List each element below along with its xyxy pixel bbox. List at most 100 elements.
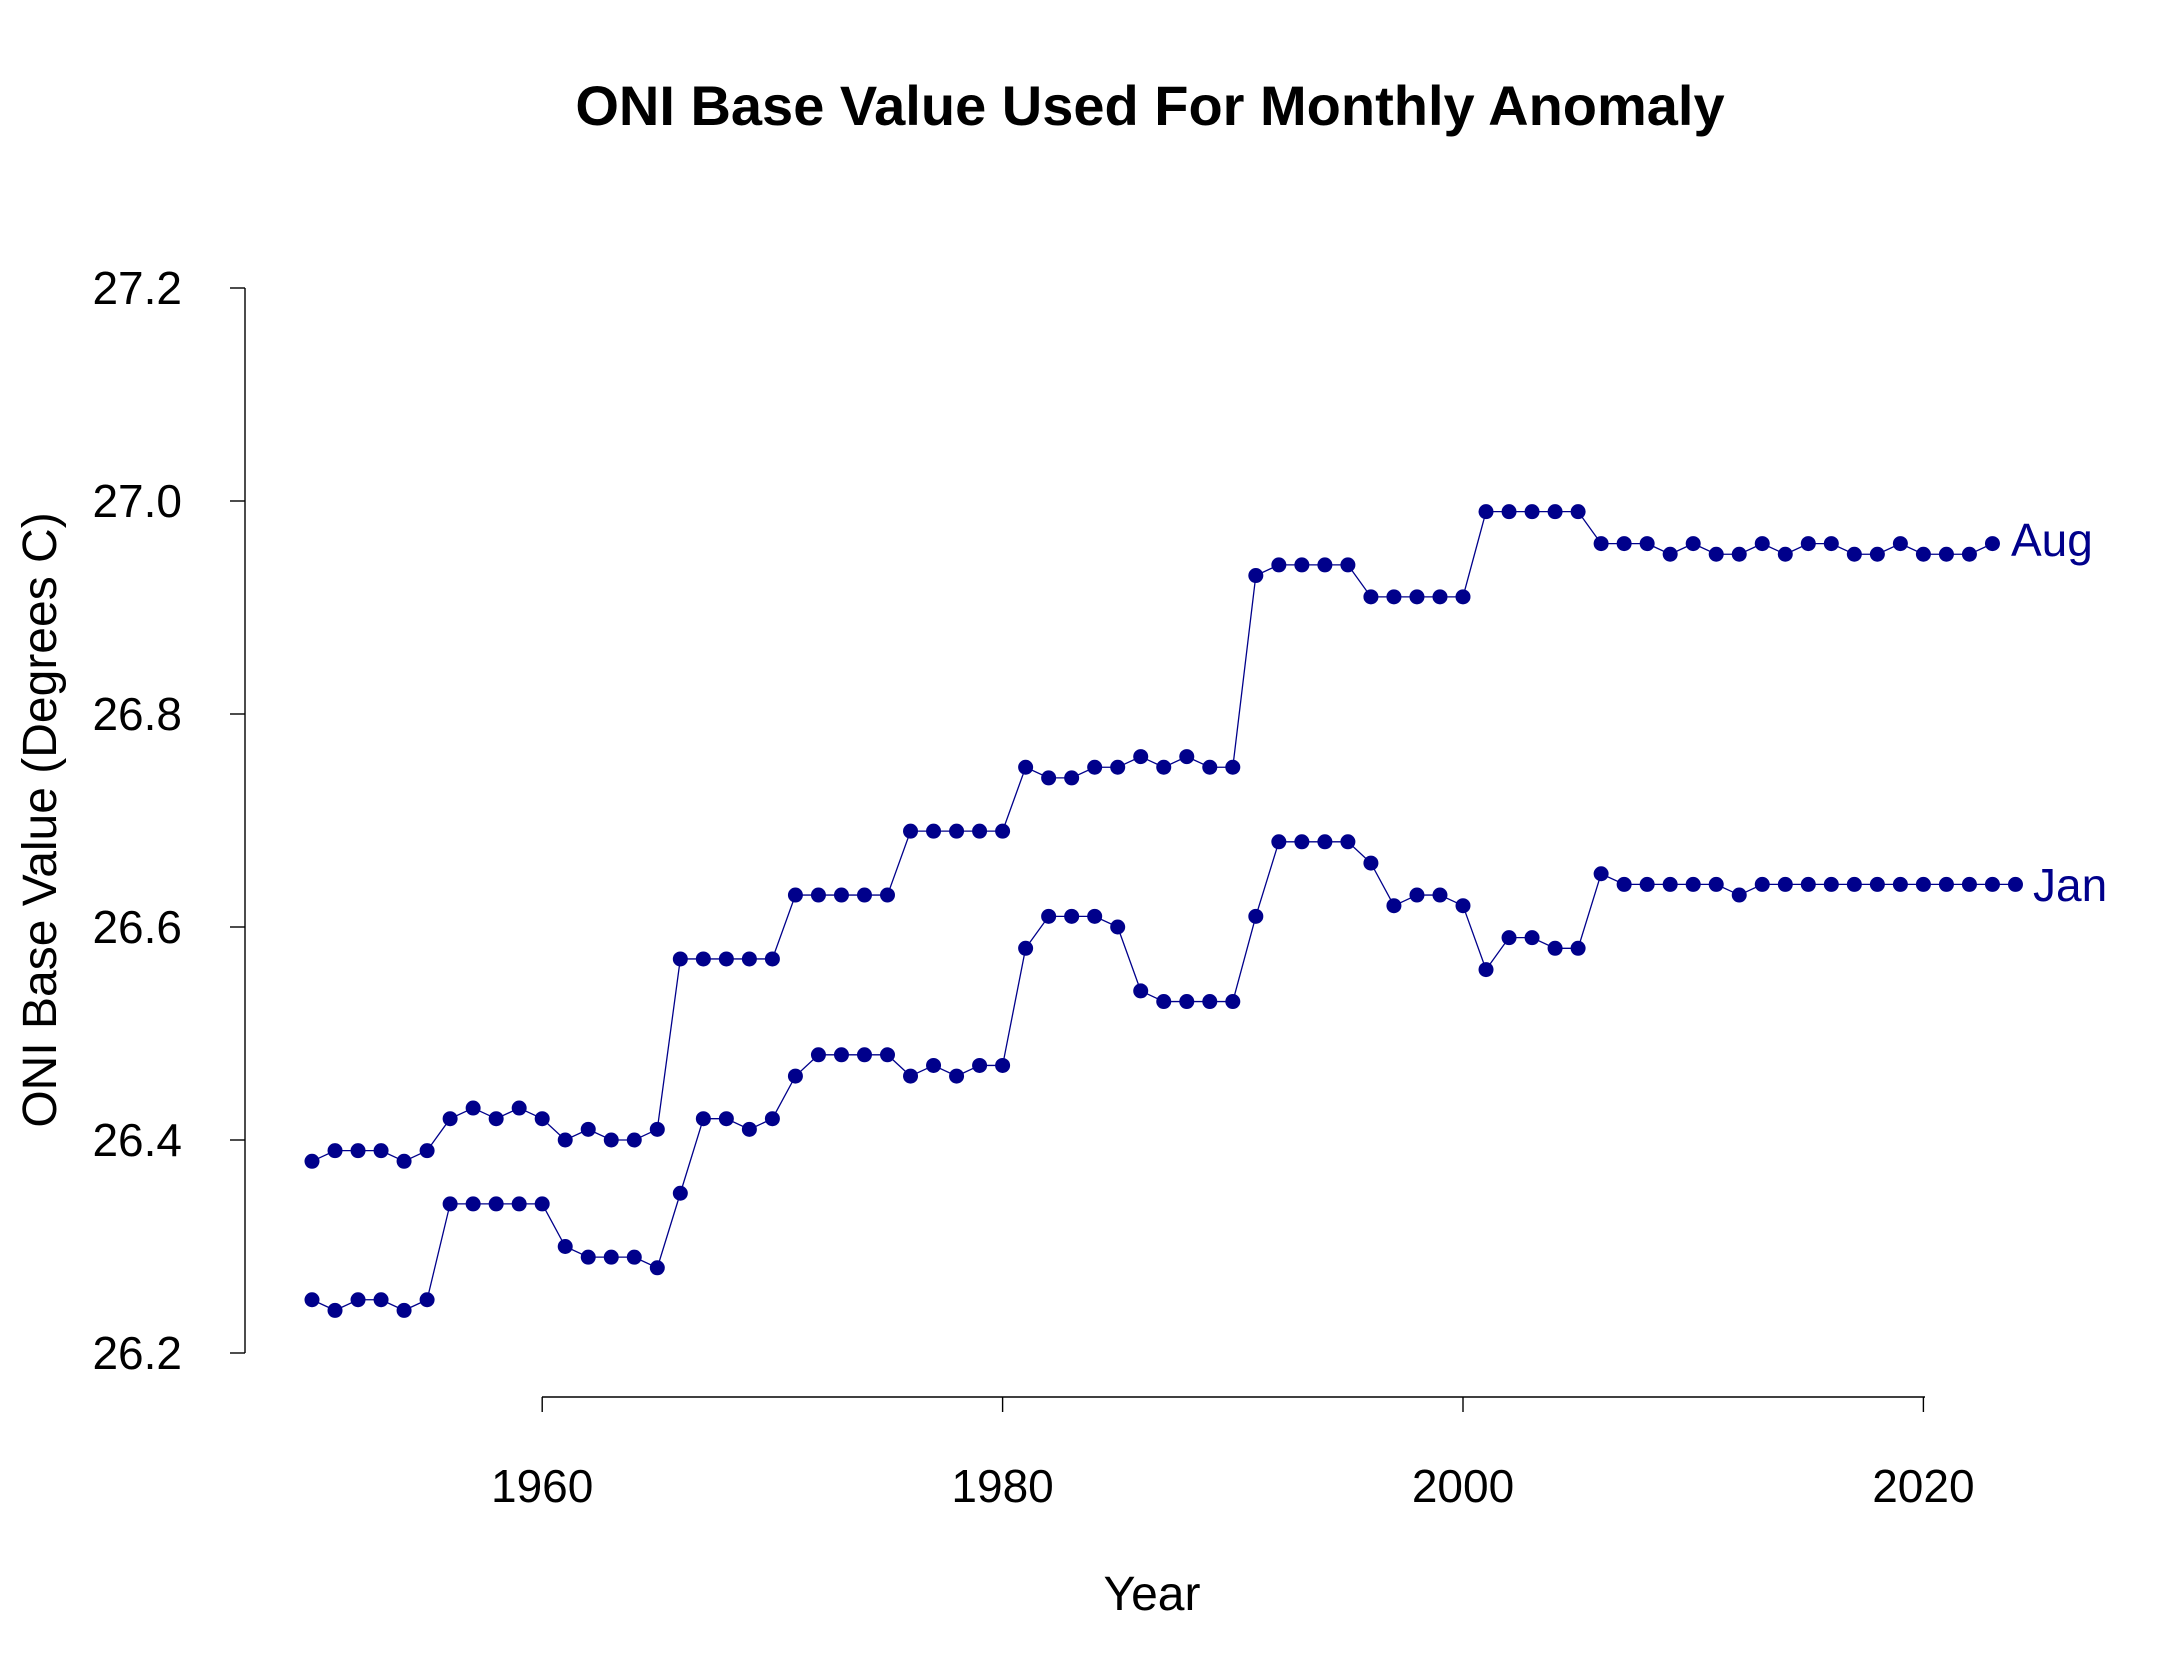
- data-point-jan: [1892, 876, 1908, 892]
- data-point-aug: [1133, 749, 1149, 765]
- data-point-jan: [1363, 855, 1379, 871]
- data-point-jan: [396, 1302, 412, 1318]
- data-point-aug: [373, 1143, 389, 1159]
- data-point-aug: [1754, 536, 1770, 552]
- data-point-jan: [649, 1260, 665, 1276]
- data-point-aug: [1869, 546, 1885, 562]
- data-point-jan: [1570, 940, 1586, 956]
- data-point-jan: [1639, 876, 1655, 892]
- data-point-jan: [1593, 866, 1609, 882]
- data-point-aug: [1685, 536, 1701, 552]
- data-point-aug: [1639, 536, 1655, 552]
- data-point-jan: [465, 1196, 481, 1212]
- data-point-jan: [926, 1057, 942, 1073]
- data-point-jan: [1271, 834, 1287, 850]
- data-point-aug: [1317, 557, 1333, 573]
- data-point-aug: [603, 1132, 619, 1148]
- data-point-jan: [1432, 887, 1448, 903]
- data-point-aug: [1110, 759, 1126, 775]
- data-point-aug: [419, 1143, 435, 1159]
- x-tick-label: 2000: [1412, 1460, 1514, 1512]
- data-point-jan: [511, 1196, 527, 1212]
- data-point-aug: [350, 1143, 366, 1159]
- x-axis: 1960 1980 2000 2020: [491, 1396, 1975, 1512]
- data-point-jan: [1018, 940, 1034, 956]
- data-point-jan: [350, 1292, 366, 1308]
- data-point-jan: [718, 1111, 734, 1127]
- data-point-aug: [695, 951, 711, 967]
- data-point-aug: [1593, 536, 1609, 552]
- data-point-jan: [1386, 898, 1402, 914]
- data-point-aug: [764, 951, 780, 967]
- data-point-aug: [1938, 546, 1954, 562]
- data-point-jan: [1317, 834, 1333, 850]
- data-point-jan: [626, 1249, 642, 1265]
- data-point-aug: [1064, 770, 1080, 786]
- data-point-jan: [1731, 887, 1747, 903]
- data-point-jan: [1869, 876, 1885, 892]
- y-tick-label: 26.8: [92, 688, 182, 740]
- data-point-aug: [1202, 759, 1218, 775]
- data-point-jan: [327, 1302, 343, 1318]
- chart-title: ONI Base Value Used For Monthly Anomaly: [575, 74, 1724, 137]
- data-point-jan: [442, 1196, 458, 1212]
- data-point-jan: [1662, 876, 1678, 892]
- data-point-jan: [1777, 876, 1793, 892]
- data-point-jan: [1501, 930, 1517, 946]
- y-axis: 26.2 26.4 26.6 26.8 27.0 27.2: [92, 262, 246, 1379]
- data-point-jan: [1478, 962, 1494, 978]
- data-point-jan: [534, 1196, 550, 1212]
- x-tick-label: 1980: [951, 1460, 1053, 1512]
- data-point-jan: [1754, 876, 1770, 892]
- data-point-aug: [396, 1153, 412, 1169]
- data-point-jan: [1616, 876, 1632, 892]
- data-point-aug: [1363, 589, 1379, 605]
- data-point-jan: [488, 1196, 504, 1212]
- data-point-jan: [1340, 834, 1356, 850]
- data-point-aug: [1501, 504, 1517, 520]
- data-point-jan: [1294, 834, 1310, 850]
- x-ticks: 1960 1980 2000 2020: [491, 1397, 1975, 1512]
- data-point-aug: [1731, 546, 1747, 562]
- data-point-aug: [1547, 504, 1563, 520]
- x-axis-label: Year: [1104, 1568, 1201, 1621]
- data-point-aug: [833, 887, 849, 903]
- data-point-aug: [1846, 546, 1862, 562]
- data-point-jan: [1455, 898, 1471, 914]
- data-point-aug: [1179, 749, 1195, 765]
- data-point-jan: [2007, 876, 2023, 892]
- data-point-aug: [926, 823, 942, 839]
- data-point-jan: [1961, 876, 1977, 892]
- data-point-jan: [741, 1121, 757, 1137]
- data-point-jan: [972, 1057, 988, 1073]
- data-point-jan: [373, 1292, 389, 1308]
- data-point-aug: [1248, 568, 1264, 584]
- data-point-aug: [1156, 759, 1172, 775]
- data-point-aug: [741, 951, 757, 967]
- data-point-jan: [1984, 876, 2000, 892]
- data-point-aug: [1662, 546, 1678, 562]
- data-point-aug: [626, 1132, 642, 1148]
- data-point-aug: [972, 823, 988, 839]
- data-point-jan: [304, 1292, 320, 1308]
- data-point-jan: [880, 1047, 895, 1063]
- y-tick-label: 26.2: [92, 1327, 182, 1379]
- data-point-jan: [949, 1068, 965, 1084]
- data-point-aug: [672, 951, 688, 967]
- data-point-jan: [1524, 930, 1540, 946]
- data-point-aug: [1294, 557, 1310, 573]
- data-point-jan: [1800, 876, 1816, 892]
- data-point-jan: [1915, 876, 1931, 892]
- data-point-aug: [903, 823, 919, 839]
- data-point-aug: [1570, 504, 1586, 520]
- y-tick-label: 27.2: [92, 262, 182, 314]
- data-point-aug: [649, 1121, 665, 1137]
- data-point-aug: [856, 887, 872, 903]
- data-point-aug: [1777, 546, 1793, 562]
- data-point-aug: [511, 1100, 527, 1116]
- data-point-aug: [1961, 546, 1977, 562]
- data-point-jan: [1846, 876, 1862, 892]
- data-point-jan: [1547, 940, 1563, 956]
- data-point-aug: [718, 951, 734, 967]
- data-point-aug: [1616, 536, 1632, 552]
